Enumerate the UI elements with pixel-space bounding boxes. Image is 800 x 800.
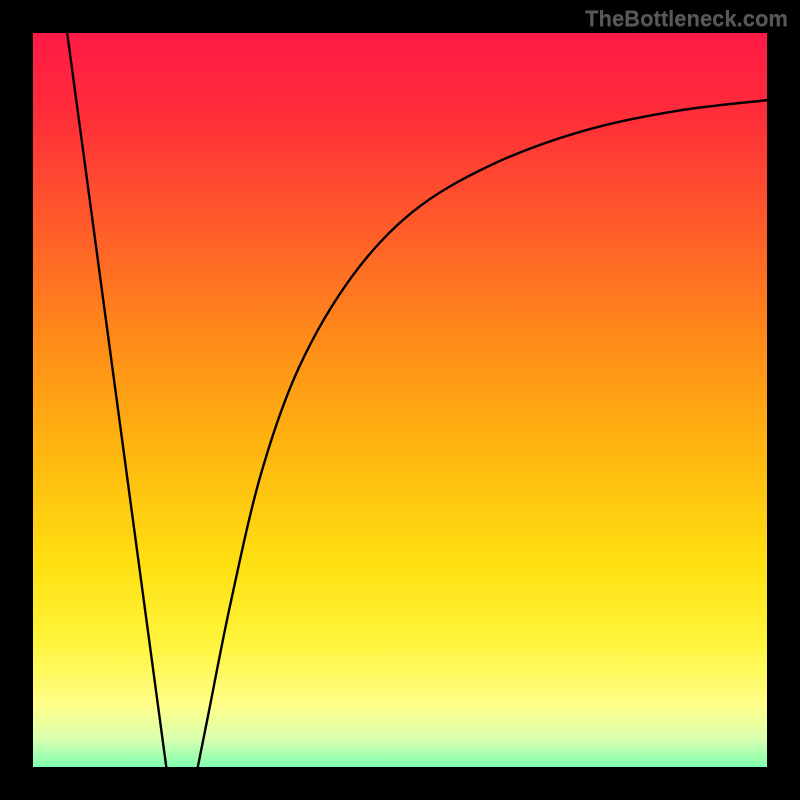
chart-svg (0, 0, 800, 800)
plot-background (33, 33, 793, 793)
bottleneck-chart: TheBottleneck.com (0, 0, 800, 800)
